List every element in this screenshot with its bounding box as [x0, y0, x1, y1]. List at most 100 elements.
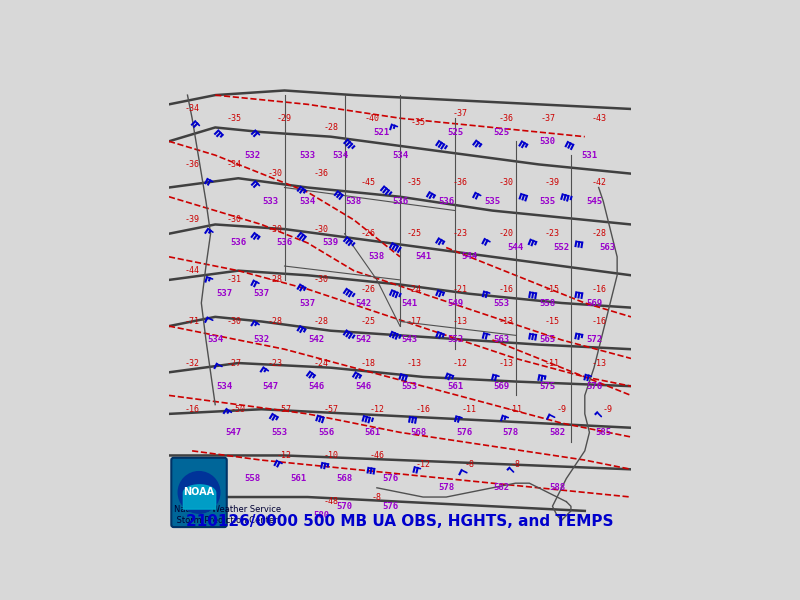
Text: 569: 569	[494, 382, 510, 391]
Text: 544: 544	[462, 252, 478, 262]
Text: -28: -28	[591, 229, 606, 238]
Text: -45: -45	[360, 178, 375, 187]
Text: -39: -39	[185, 215, 200, 224]
Text: 543: 543	[401, 335, 418, 344]
Text: 549: 549	[447, 298, 463, 307]
Text: -11: -11	[545, 359, 560, 368]
Text: -25: -25	[406, 229, 422, 238]
Text: 588: 588	[549, 484, 565, 492]
Text: 534: 534	[216, 382, 233, 391]
Text: -28: -28	[323, 123, 338, 132]
Text: 558: 558	[540, 298, 556, 307]
Text: -13: -13	[498, 317, 514, 326]
Text: -25: -25	[360, 317, 375, 326]
Text: 546: 546	[309, 382, 325, 391]
Text: -8: -8	[372, 493, 382, 502]
Text: -30: -30	[314, 275, 329, 284]
Text: -8: -8	[510, 460, 521, 469]
Text: -28: -28	[314, 317, 329, 326]
Text: 568: 568	[410, 428, 426, 437]
Text: 536: 536	[277, 238, 293, 247]
Text: NOAA: NOAA	[183, 487, 214, 497]
Text: -18: -18	[360, 359, 375, 368]
Text: 545: 545	[586, 197, 602, 206]
Text: 578: 578	[503, 428, 519, 437]
Text: -44: -44	[185, 266, 200, 275]
Text: 576: 576	[382, 474, 399, 483]
FancyBboxPatch shape	[171, 458, 226, 527]
Text: 534: 534	[332, 151, 348, 160]
Text: 532: 532	[254, 335, 270, 344]
Text: -13: -13	[498, 359, 514, 368]
Text: -27: -27	[226, 359, 241, 368]
Text: -35: -35	[226, 113, 241, 122]
Text: 569: 569	[586, 298, 602, 307]
Text: 576: 576	[382, 502, 399, 511]
Text: -36: -36	[498, 113, 514, 122]
Text: 537: 537	[216, 289, 233, 298]
Text: -23: -23	[268, 359, 282, 368]
Text: 534: 534	[392, 151, 408, 160]
Text: -43: -43	[591, 113, 606, 122]
Text: -15: -15	[545, 284, 560, 293]
Text: -16: -16	[416, 405, 430, 414]
Text: -16: -16	[185, 405, 200, 414]
Text: 576: 576	[457, 428, 473, 437]
Text: 563: 563	[494, 335, 510, 344]
Text: 537: 537	[254, 289, 270, 298]
Text: -35: -35	[411, 118, 426, 127]
Text: 538: 538	[369, 252, 385, 262]
Text: -10: -10	[323, 451, 338, 460]
Text: 536: 536	[230, 238, 246, 247]
Text: 525: 525	[447, 128, 463, 137]
Text: 558: 558	[244, 474, 260, 483]
Text: -12: -12	[416, 460, 430, 469]
Text: -31: -31	[226, 275, 241, 284]
Text: 535: 535	[540, 197, 556, 206]
Text: -9: -9	[603, 405, 613, 414]
Text: -57: -57	[277, 405, 292, 414]
Text: -29: -29	[277, 113, 292, 122]
Text: -50: -50	[231, 405, 246, 414]
Text: 582: 582	[494, 484, 510, 492]
Text: 582: 582	[549, 428, 565, 437]
Text: -24: -24	[406, 284, 422, 293]
Text: 533: 533	[299, 151, 316, 160]
Text: 542: 542	[355, 298, 371, 307]
Text: -28: -28	[268, 317, 282, 326]
Text: -30: -30	[268, 224, 282, 233]
Text: -36: -36	[185, 160, 200, 169]
Text: -8: -8	[464, 460, 474, 469]
Text: 532: 532	[244, 151, 260, 160]
Text: 544: 544	[507, 243, 523, 252]
Text: -39: -39	[545, 178, 560, 187]
Text: 533: 533	[262, 197, 278, 206]
Text: 536: 536	[438, 197, 454, 206]
Text: -21: -21	[453, 284, 467, 293]
Circle shape	[178, 472, 220, 513]
Text: 578: 578	[438, 484, 454, 492]
Text: 536: 536	[392, 197, 408, 206]
Text: -23: -23	[545, 229, 560, 238]
Text: 561: 561	[290, 474, 306, 483]
Text: -12: -12	[277, 451, 292, 460]
Text: -30: -30	[498, 178, 514, 187]
Text: -13: -13	[591, 359, 606, 368]
Text: 542: 542	[355, 335, 371, 344]
Text: 572: 572	[586, 335, 602, 344]
Text: 575: 575	[540, 382, 556, 391]
Text: 539: 539	[322, 238, 338, 247]
Text: 553: 553	[401, 382, 418, 391]
Text: 556: 556	[318, 428, 334, 437]
Text: 530: 530	[540, 137, 556, 146]
Text: 561: 561	[364, 428, 380, 437]
Text: -11: -11	[508, 405, 523, 414]
Text: -40: -40	[365, 113, 380, 122]
Text: 563: 563	[600, 243, 616, 252]
Text: 547: 547	[226, 428, 242, 437]
Text: 210126/0000 500 MB UA OBS, HGHTS, and TEMPS: 210126/0000 500 MB UA OBS, HGHTS, and TE…	[186, 514, 614, 529]
Text: 561: 561	[447, 382, 463, 391]
Text: 534: 534	[207, 335, 223, 344]
Text: -26: -26	[360, 229, 375, 238]
Text: -17: -17	[406, 317, 422, 326]
